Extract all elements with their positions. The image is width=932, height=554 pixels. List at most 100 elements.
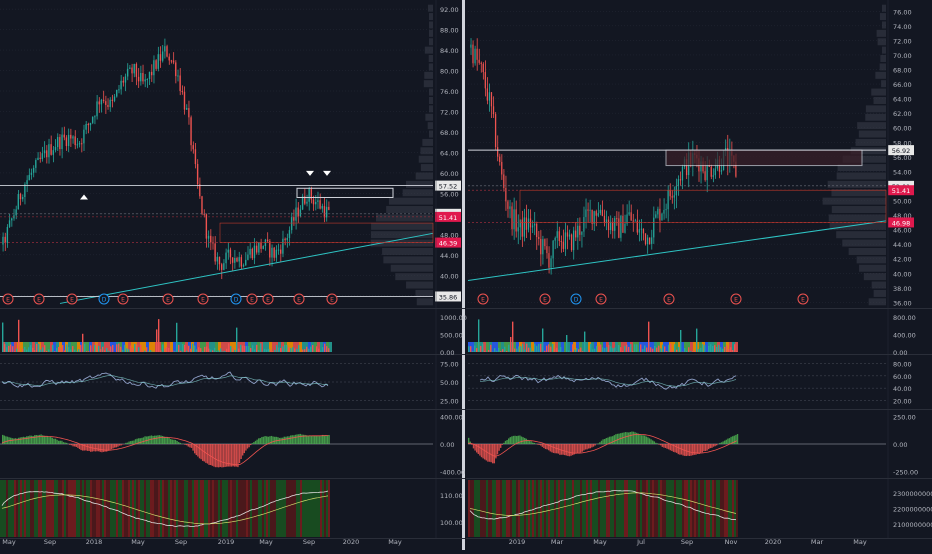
right-bottom-band <box>662 480 664 537</box>
left-histogram-bar <box>306 435 307 444</box>
earnings-marker[interactable]: E <box>198 294 208 304</box>
earnings-marker[interactable]: E <box>3 294 13 304</box>
left-x-tick-label: May <box>388 538 402 546</box>
right-bottom-band <box>614 480 616 537</box>
left-histogram-bar <box>212 444 213 466</box>
left-histogram-bar <box>74 444 75 446</box>
right-bottom-band <box>594 480 596 537</box>
dividend-marker[interactable]: D <box>99 294 109 304</box>
earnings-marker[interactable]: E <box>163 294 173 304</box>
right-histogram-bar <box>700 444 701 453</box>
earnings-marker[interactable]: E <box>731 294 741 304</box>
right-bottom-band <box>550 480 552 537</box>
right-bottom-band <box>702 480 704 537</box>
left-volume-bar <box>32 348 33 352</box>
right-bottom-band <box>730 480 732 537</box>
right-histogram-bar <box>607 438 608 444</box>
right-volume-bar <box>730 347 731 352</box>
left-histogram-bar <box>240 444 241 459</box>
right-volume-bar <box>652 349 653 352</box>
right-volume-bar <box>548 344 549 352</box>
dividend-marker[interactable]: D <box>231 294 241 304</box>
earnings-marker[interactable]: E <box>247 294 257 304</box>
right-candle <box>635 221 636 222</box>
earnings-marker[interactable]: E <box>664 294 674 304</box>
right-volume-bar <box>660 348 661 352</box>
left-volume-bar <box>252 345 253 352</box>
right-candle <box>470 45 471 48</box>
left-bottom-band <box>296 480 298 537</box>
left-bottom-band <box>76 480 78 537</box>
right-volume-bar <box>734 344 735 352</box>
earnings-marker[interactable]: E <box>327 294 337 304</box>
right-bottom-band <box>728 480 730 537</box>
left-candle <box>2 237 3 245</box>
right-candle <box>495 114 496 147</box>
right-bottom-band <box>708 480 710 537</box>
right-bottom-band <box>652 480 654 537</box>
left-volume-bar <box>278 348 279 352</box>
right-volume-strip <box>543 342 546 352</box>
right-volume-bar <box>482 344 483 352</box>
right-candle <box>680 179 681 180</box>
left-candle <box>59 137 60 149</box>
earnings-marker[interactable]: E <box>798 294 808 304</box>
earnings-marker[interactable]: E <box>478 294 488 304</box>
left-volume-profile-bar <box>406 181 433 188</box>
right-histogram-bar <box>478 444 479 454</box>
left-volume-bar <box>162 344 163 352</box>
left-volume-bar <box>324 344 325 352</box>
left-volume-bar <box>196 349 197 352</box>
left-volume-bar <box>258 350 259 352</box>
right-price-label-text: 46.98 <box>892 219 911 227</box>
right-volume-profile-bar <box>873 97 886 104</box>
left-candle <box>88 124 89 125</box>
right-histogram-bar <box>702 444 703 452</box>
earnings-marker[interactable]: E <box>540 294 550 304</box>
right-y-tick-label: 44.00 <box>893 241 912 249</box>
right-volume-profile-bar <box>828 181 886 188</box>
earnings-marker-label: E <box>6 297 10 304</box>
left-bottom-band <box>40 480 42 537</box>
right-bottom-band <box>510 480 512 537</box>
right-volume-bar <box>474 346 475 352</box>
earnings-marker[interactable]: E <box>67 294 77 304</box>
left-y-tick-label: 44.00 <box>440 252 459 260</box>
earnings-marker[interactable]: E <box>34 294 44 304</box>
earnings-marker[interactable]: E <box>294 294 304 304</box>
right-histogram-bar <box>678 444 679 454</box>
right-bottom-band <box>554 480 556 537</box>
left-volume-bar <box>62 345 63 352</box>
left-histogram-bar <box>191 444 192 448</box>
right-volume-bar <box>696 329 697 352</box>
left-candle <box>29 175 30 180</box>
left-bottom-band <box>56 480 58 537</box>
left-histogram-bar <box>266 436 267 444</box>
left-volume-bar <box>328 348 329 352</box>
right-candle <box>661 214 662 221</box>
left-candle <box>273 248 274 258</box>
right-bottom-band <box>496 480 498 537</box>
right-volume-bar <box>684 348 685 352</box>
right-bottom-band <box>576 480 578 537</box>
left-histogram-bar <box>117 444 118 447</box>
right-histogram-bar <box>713 444 714 447</box>
left-volume-profile-bar <box>425 47 433 54</box>
left-volume-strip <box>86 342 89 352</box>
earnings-marker[interactable]: E <box>596 294 606 304</box>
left-volume-bar <box>302 350 303 352</box>
right-histogram-bar <box>657 443 658 444</box>
right-zone-rectangle[interactable] <box>666 150 862 165</box>
earnings-marker[interactable]: E <box>263 294 273 304</box>
left-volume-bar <box>190 349 191 352</box>
left-bottom-band <box>306 480 308 537</box>
right-volume-bar <box>676 350 677 352</box>
left-histogram-bar <box>274 437 275 444</box>
right-histogram-bar <box>714 444 715 446</box>
left-volume-bar <box>90 345 91 352</box>
earnings-marker[interactable]: E <box>118 294 128 304</box>
right-histogram-bar <box>498 444 499 451</box>
dividend-marker[interactable]: D <box>571 294 581 304</box>
